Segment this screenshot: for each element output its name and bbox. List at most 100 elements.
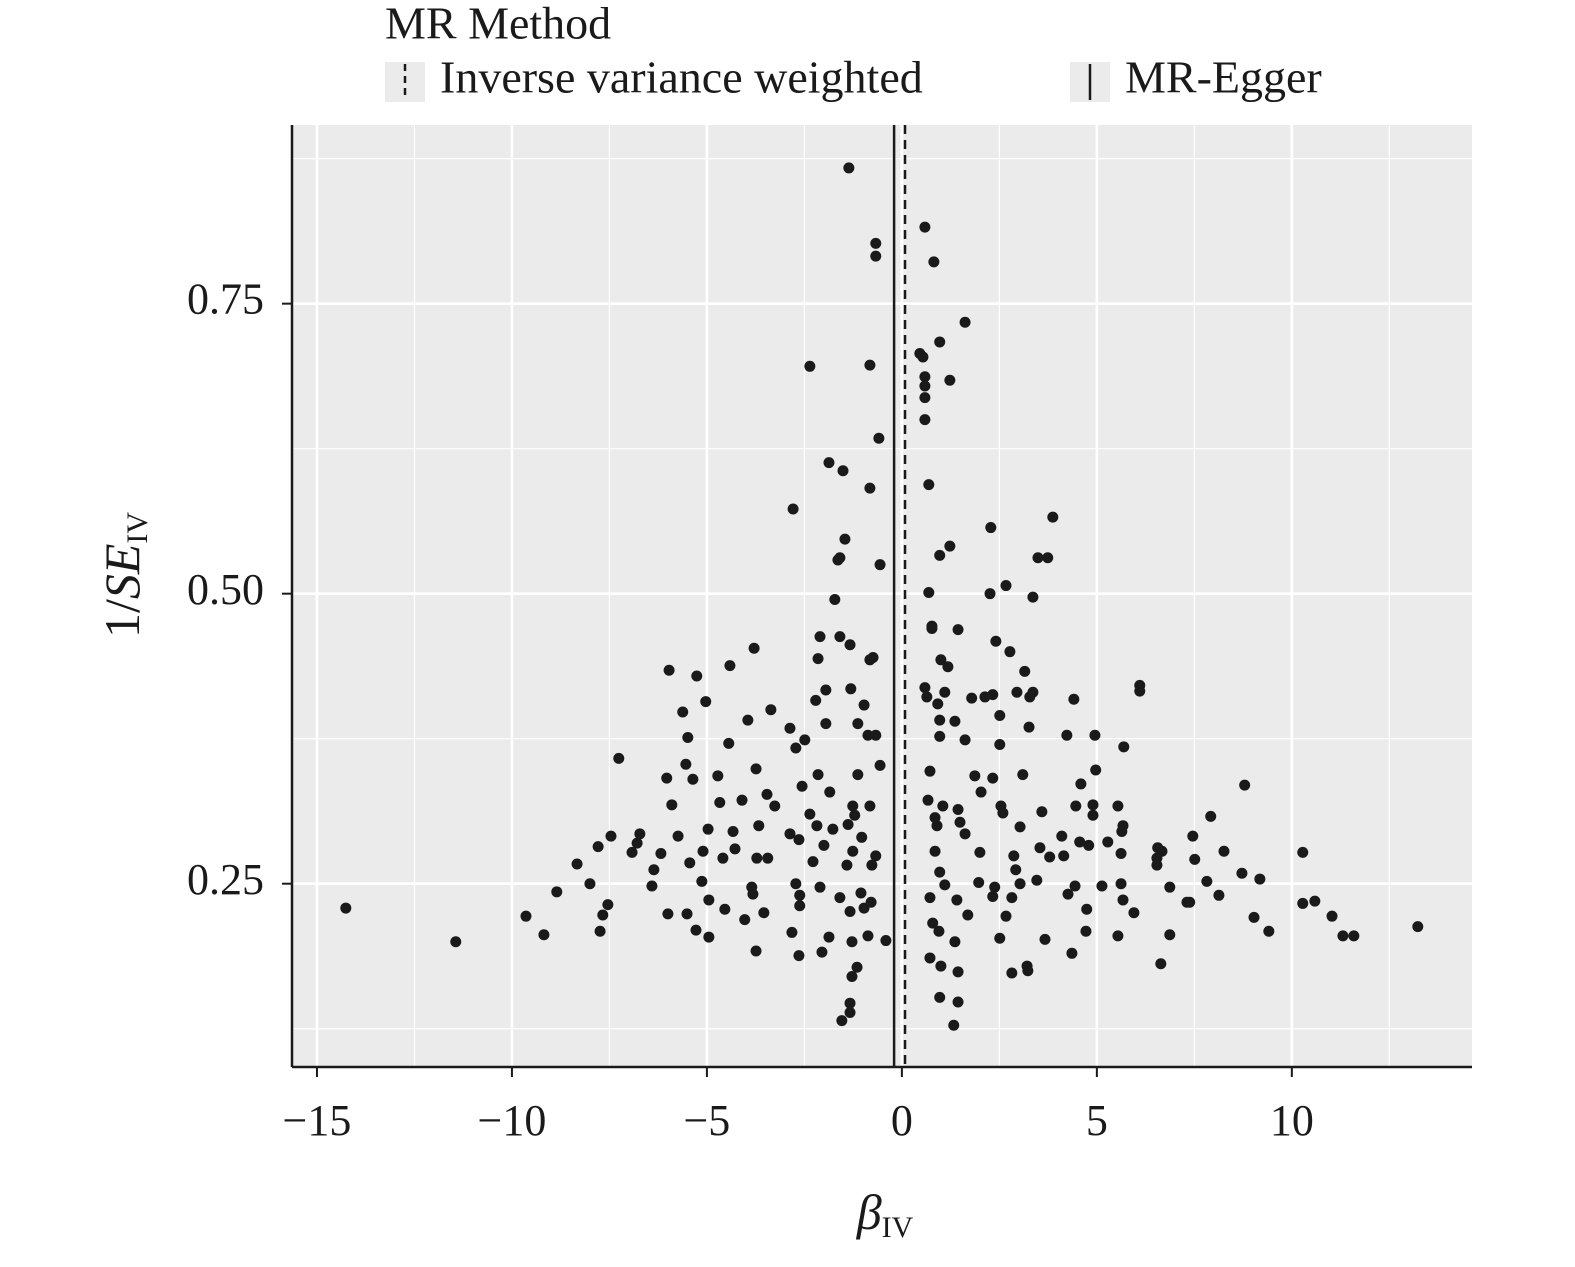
point (837, 465, 849, 477)
point (1254, 873, 1266, 885)
point (935, 654, 947, 666)
point (864, 482, 876, 494)
point (520, 910, 532, 922)
point (687, 773, 699, 785)
point (987, 772, 999, 784)
point (933, 925, 945, 937)
point (702, 823, 714, 835)
point (812, 653, 824, 665)
point (1058, 850, 1070, 862)
point (666, 799, 678, 811)
point (987, 890, 999, 902)
point (807, 856, 819, 868)
point (864, 800, 876, 812)
point (919, 380, 931, 392)
point (844, 997, 856, 1009)
point (959, 734, 971, 746)
legend-title: MR Method (385, 0, 611, 49)
point (944, 374, 956, 386)
point (962, 909, 974, 921)
point (1337, 930, 1349, 942)
point (1116, 826, 1128, 837)
point (794, 889, 806, 901)
point (834, 631, 846, 643)
point (739, 914, 751, 926)
point (931, 820, 943, 832)
point (697, 845, 709, 857)
point (862, 729, 874, 741)
point (1156, 845, 1168, 857)
point (873, 432, 885, 444)
point (844, 906, 856, 918)
point (790, 742, 802, 754)
point (1326, 910, 1338, 922)
point (847, 845, 859, 857)
point (841, 859, 853, 871)
point (929, 845, 941, 857)
point (847, 800, 859, 812)
point (867, 651, 879, 663)
point (1115, 878, 1127, 890)
point (942, 661, 954, 673)
x-tick-label: 0 (891, 1096, 913, 1145)
point (1117, 894, 1129, 906)
x-axis-title: βIV (856, 1184, 914, 1243)
point (1000, 580, 1012, 592)
point (1115, 848, 1127, 860)
point (551, 886, 563, 898)
point (602, 899, 614, 911)
point (994, 932, 1006, 944)
point (592, 841, 604, 853)
point (1008, 850, 1020, 862)
point (926, 622, 938, 634)
point (990, 635, 1002, 647)
point (1348, 930, 1360, 942)
point (987, 689, 999, 701)
point (858, 902, 870, 914)
x-tick-label: 5 (1086, 1096, 1108, 1145)
point (1014, 878, 1026, 890)
point (856, 831, 868, 843)
point (1309, 895, 1321, 907)
point (812, 769, 824, 781)
point (724, 660, 736, 672)
point (1023, 721, 1035, 733)
point (966, 692, 978, 704)
point (948, 1019, 960, 1031)
point (924, 892, 936, 904)
point (1189, 853, 1201, 865)
y-tick-label: 0.25 (187, 855, 264, 904)
point (1042, 552, 1054, 564)
point (796, 780, 808, 792)
point (1066, 947, 1078, 959)
point (923, 479, 935, 491)
point (1004, 646, 1016, 658)
point (1297, 846, 1309, 858)
point (823, 931, 835, 943)
point (844, 1006, 856, 1018)
point (1090, 764, 1102, 776)
point (1087, 799, 1099, 811)
point (1087, 809, 1099, 821)
point (714, 796, 726, 808)
point (1263, 925, 1275, 937)
point (939, 879, 951, 891)
point (919, 221, 931, 233)
x-axis-title-main: β (856, 1184, 882, 1240)
point (1164, 929, 1176, 941)
point (834, 892, 846, 904)
point (855, 887, 867, 899)
point (794, 900, 806, 912)
point (824, 786, 836, 798)
point (1006, 967, 1018, 979)
point (954, 816, 966, 828)
point (703, 931, 715, 943)
point (1089, 729, 1101, 741)
point (765, 704, 777, 716)
point (921, 691, 933, 703)
point (1236, 867, 1248, 879)
point (1184, 896, 1196, 908)
point (729, 843, 741, 855)
point (984, 588, 996, 600)
